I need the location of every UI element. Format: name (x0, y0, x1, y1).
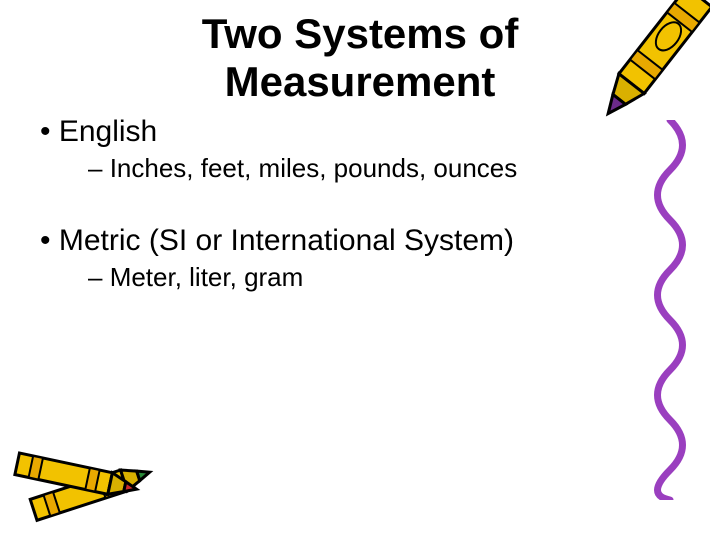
bullet-metric-sub: Meter, liter, gram (88, 262, 680, 293)
bullet-english-sub: Inches, feet, miles, pounds, ounces (88, 153, 680, 184)
bullet-english: English (40, 115, 680, 149)
spacer (40, 184, 680, 218)
slide: Two Systems of Measurement English Inche… (0, 0, 720, 540)
crayon-icon (590, 0, 710, 130)
squiggle-icon (640, 120, 700, 500)
crayons-icon (10, 420, 160, 530)
slide-title: Two Systems of Measurement (40, 10, 680, 107)
bullet-metric: Metric (SI or International System) (40, 224, 680, 258)
